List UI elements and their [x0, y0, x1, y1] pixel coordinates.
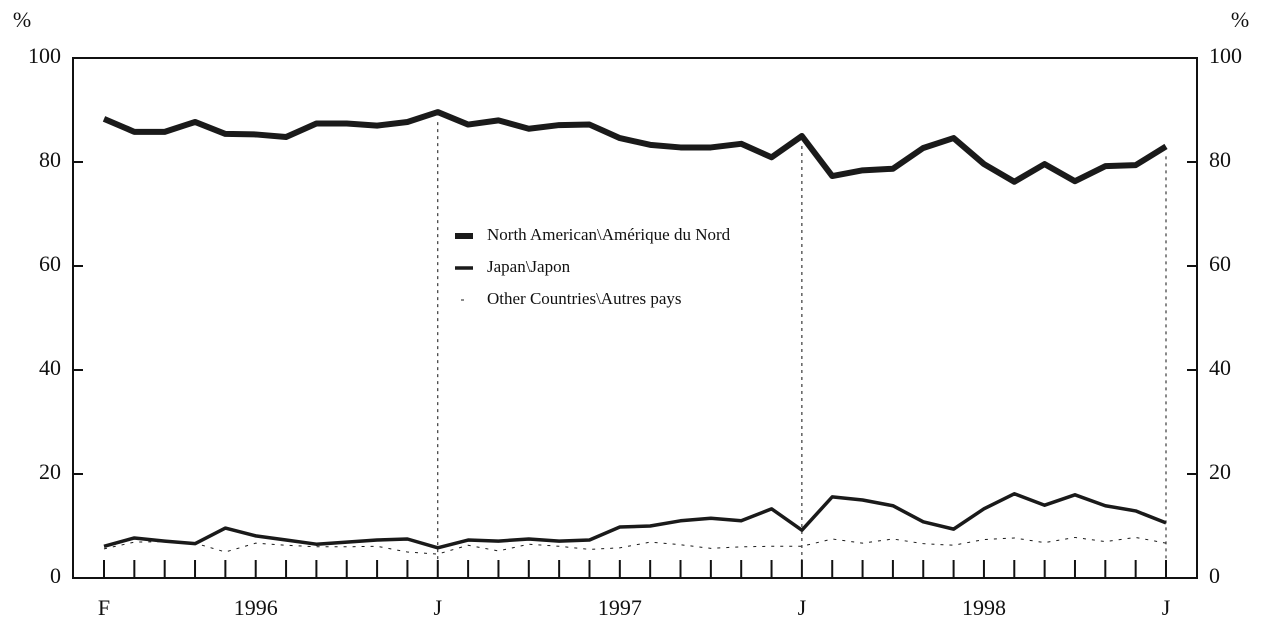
y-tick-label: 40 [39, 355, 61, 380]
y2-axis-label: % [1231, 7, 1249, 32]
y2-tick-label: 80 [1209, 147, 1231, 172]
legend-label: Other Countries\Autres pays [487, 289, 682, 308]
series-line [103, 536, 1167, 555]
y-tick-label: 60 [39, 251, 61, 276]
y2-tick-label: 100 [1209, 43, 1242, 68]
y2-tick-label: 40 [1209, 355, 1231, 380]
x-tick-label: F [98, 595, 110, 620]
y-axis-label: % [13, 7, 31, 32]
y-tick-label: 0 [50, 563, 61, 588]
series-line [102, 109, 1168, 185]
x-tick-label: 1996 [234, 595, 278, 620]
x-tick-label: 1997 [598, 595, 642, 620]
y-tick-label: 20 [39, 459, 61, 484]
x-tick-label: 1998 [962, 595, 1006, 620]
series-line [103, 492, 1167, 550]
y2-tick-label: 60 [1209, 251, 1231, 276]
y-tick-label: 100 [28, 43, 61, 68]
x-tick-label: J [1162, 595, 1171, 620]
y2-tick-label: 0 [1209, 563, 1220, 588]
plot-frame [72, 57, 1198, 579]
legend-label: Japan\Japon [487, 257, 571, 276]
y2-tick-label: 20 [1209, 459, 1231, 484]
x-tick-label: J [433, 595, 442, 620]
y-tick-label: 80 [39, 147, 61, 172]
x-tick-label: J [798, 595, 807, 620]
legend-label: North American\Amérique du Nord [487, 225, 731, 244]
